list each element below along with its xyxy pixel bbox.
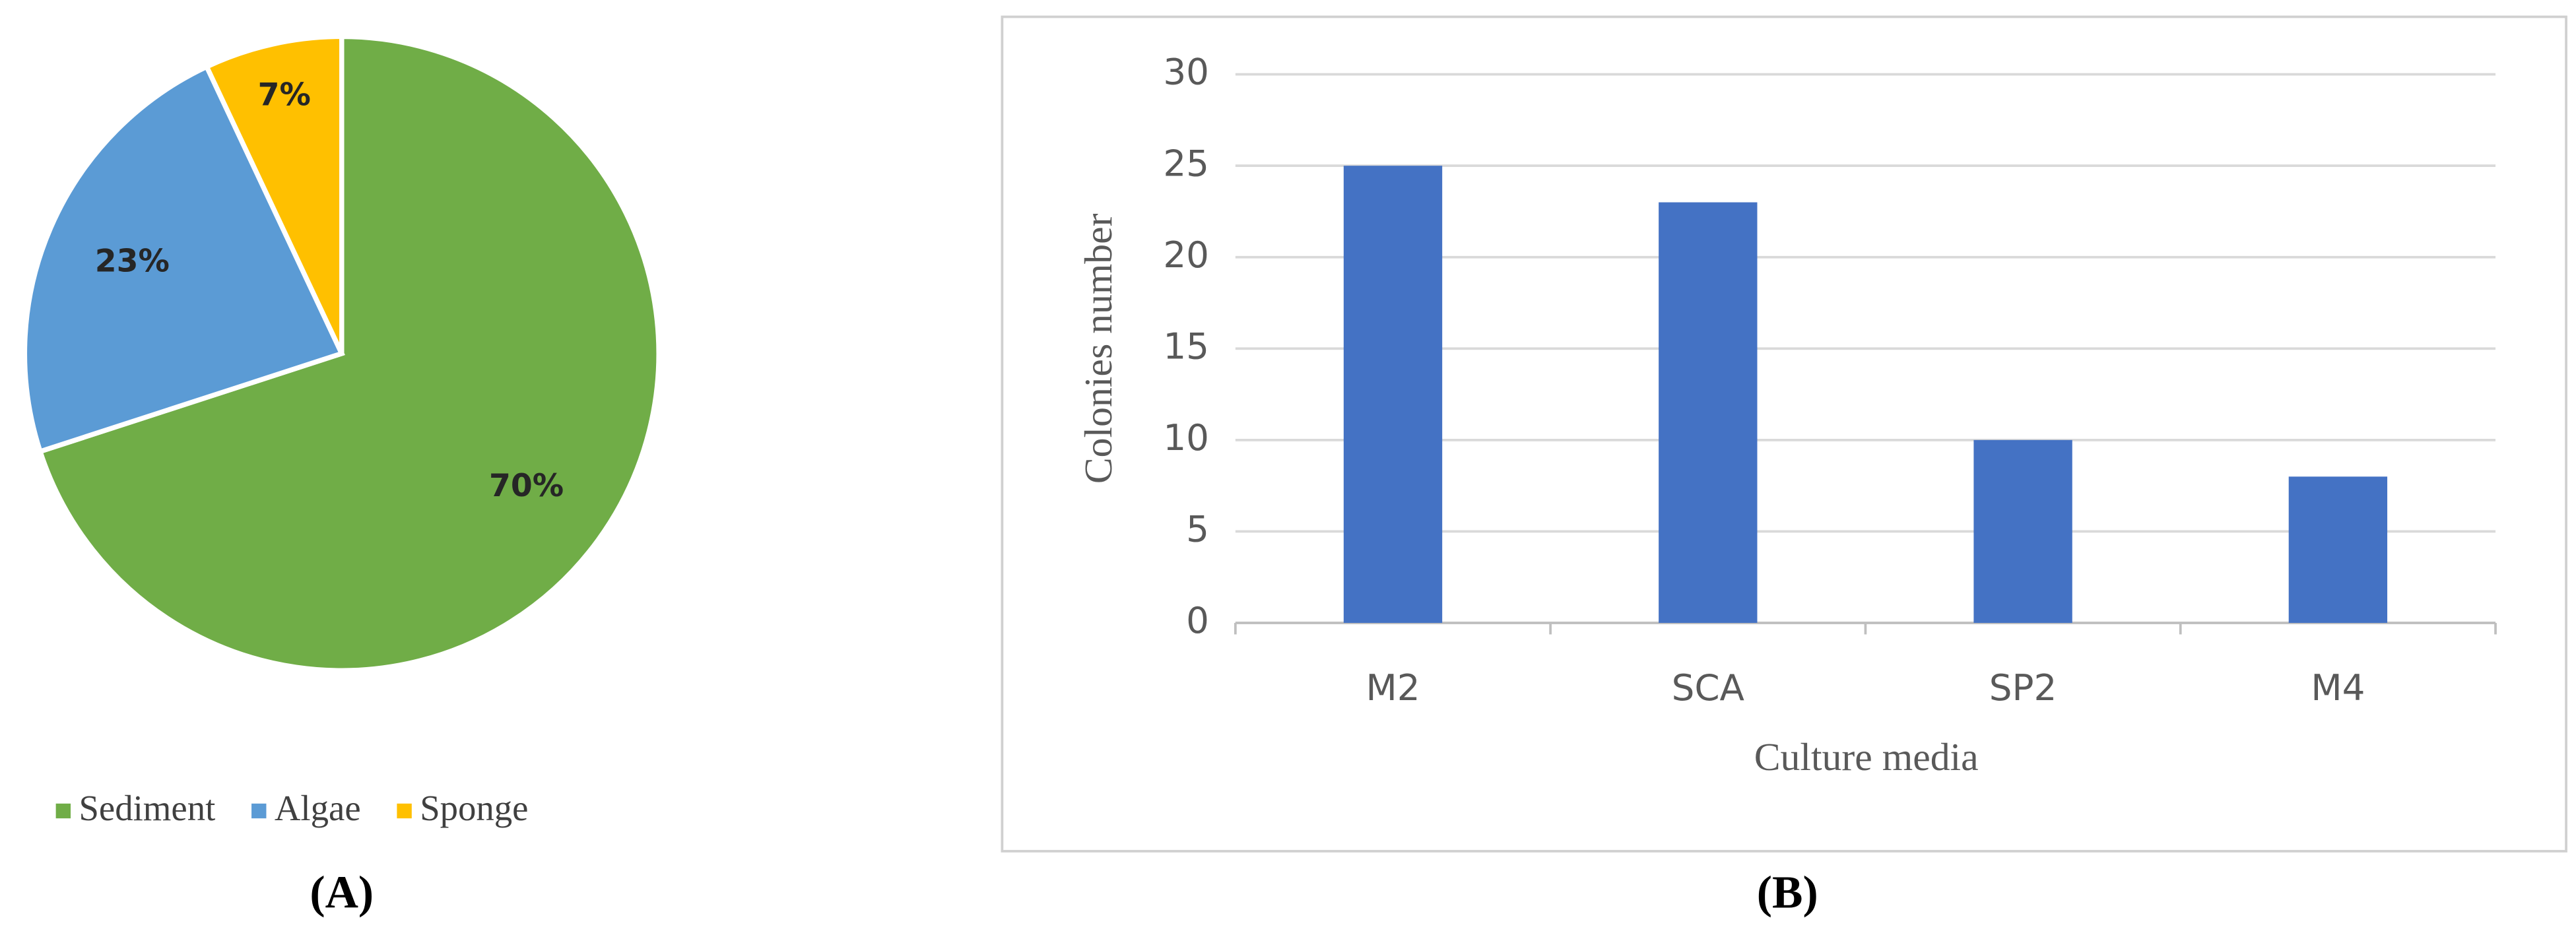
- legend-label: Algae: [275, 788, 361, 828]
- bar: [1973, 439, 2072, 623]
- x-tick-label: M2: [1366, 666, 1420, 709]
- chart-frame: [1001, 15, 2567, 853]
- y-tick-label: 15: [1163, 325, 1209, 367]
- y-tick-label: 0: [1186, 599, 1209, 641]
- x-tick-label: M4: [2311, 666, 2365, 709]
- y-axis-title: Colonies number: [1076, 213, 1120, 484]
- panel-label: (A): [310, 868, 374, 919]
- legend-swatch: [251, 803, 267, 819]
- bar: [2288, 476, 2388, 623]
- pie-slice: [22, 63, 345, 455]
- legend-label: Sponge: [420, 788, 528, 828]
- y-tick-label: 20: [1163, 234, 1209, 276]
- legend-label: Sediment: [79, 788, 215, 828]
- y-tick-label: 10: [1163, 416, 1209, 459]
- x-tick-label: SP2: [1989, 666, 2057, 709]
- pie-slice: [203, 34, 345, 355]
- data-label: 23%: [95, 243, 170, 279]
- bar: [1659, 202, 1758, 623]
- pie-slice: [37, 34, 661, 673]
- legend-swatch: [397, 803, 412, 819]
- y-tick-label: 5: [1186, 508, 1209, 550]
- x-tick-label: SCA: [1672, 666, 1744, 709]
- y-tick-label: 25: [1163, 142, 1209, 184]
- y-tick-label: 30: [1163, 51, 1209, 93]
- legend-swatch: [55, 803, 71, 819]
- data-label: 7%: [258, 77, 311, 113]
- panel-label: (B): [1757, 868, 1818, 919]
- data-label: 70%: [489, 468, 564, 504]
- x-axis-title: Culture media: [1754, 735, 1979, 779]
- bar: [1343, 166, 1443, 623]
